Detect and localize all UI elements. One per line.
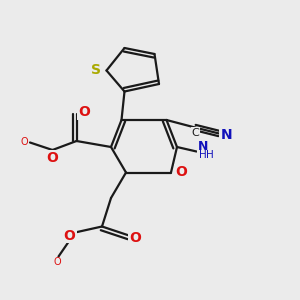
Text: N: N bbox=[198, 140, 208, 154]
Text: O: O bbox=[46, 151, 58, 164]
Text: O: O bbox=[129, 232, 141, 245]
Text: C: C bbox=[192, 128, 200, 138]
Text: O: O bbox=[175, 165, 187, 178]
Text: N: N bbox=[220, 128, 232, 142]
Text: O: O bbox=[21, 136, 28, 147]
Text: S: S bbox=[91, 63, 101, 76]
Text: H: H bbox=[206, 149, 214, 160]
Text: O: O bbox=[78, 106, 90, 119]
Text: H: H bbox=[199, 149, 206, 160]
Text: O: O bbox=[64, 229, 76, 242]
Text: O: O bbox=[53, 257, 61, 267]
